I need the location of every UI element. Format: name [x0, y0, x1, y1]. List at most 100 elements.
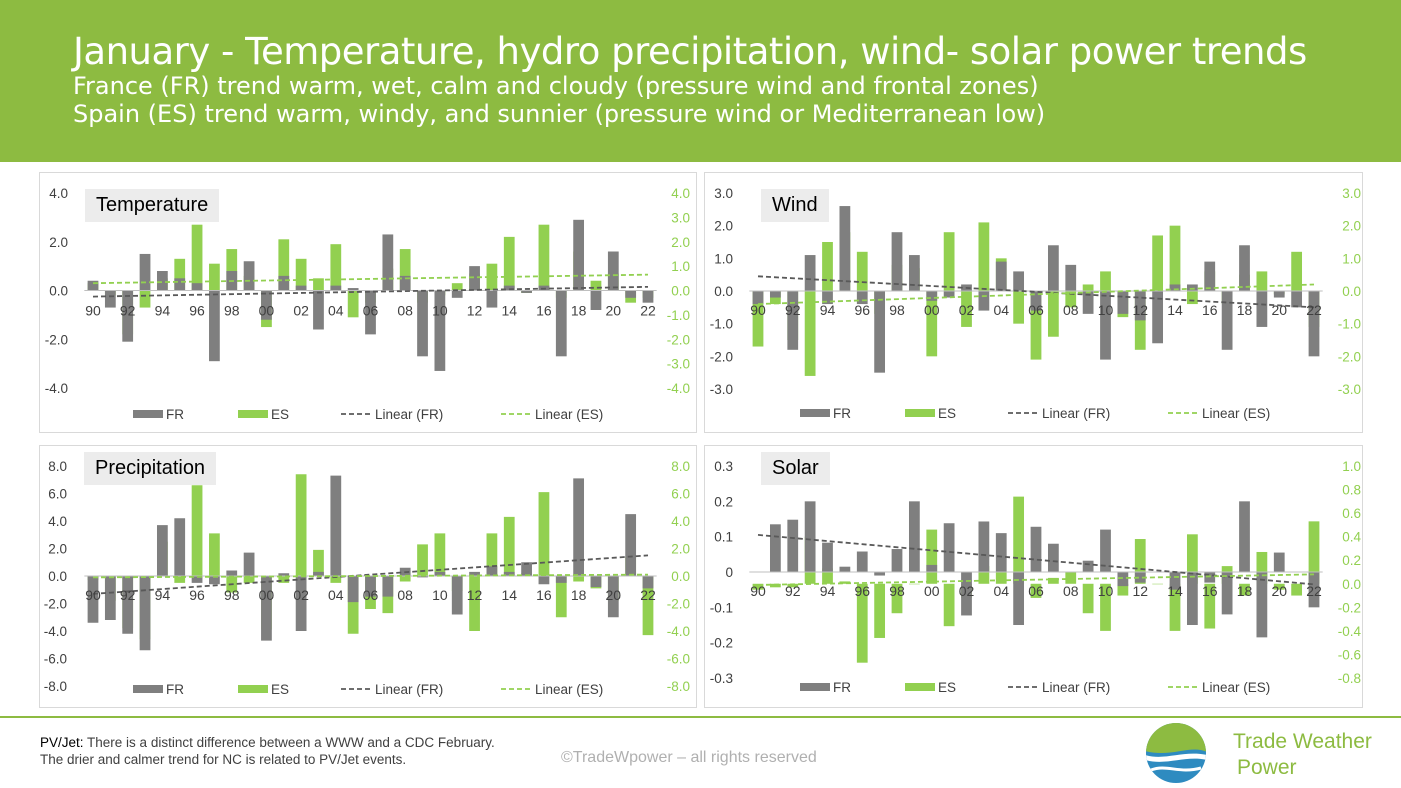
bar-es [1065, 572, 1077, 584]
bar-fr [839, 206, 851, 291]
trend-line-fr [757, 275, 1315, 309]
bar-fr [926, 564, 938, 572]
bar-es [978, 222, 990, 291]
bar-es [174, 258, 186, 291]
x-tick-label: 00 [259, 587, 275, 603]
x-tick-label: 06 [1028, 302, 1044, 318]
bar-fr [503, 571, 515, 576]
bar-fr [1117, 291, 1129, 314]
x-tick-label: 12 [467, 587, 483, 603]
bar-fr [104, 576, 116, 620]
bar-fr [787, 519, 799, 572]
x-tick-label: 94 [155, 587, 171, 603]
legend-linear-fr-label: Linear (FR) [375, 407, 443, 422]
bar-fr [1082, 291, 1094, 314]
bar-es [856, 251, 868, 291]
bar-es [295, 474, 307, 576]
bar-es [1082, 583, 1094, 614]
bar-fr [1204, 261, 1216, 291]
bar-fr [573, 478, 585, 576]
y-left-tick-label: 0.3 [714, 459, 733, 474]
bar-fr [434, 571, 446, 576]
bar-es [313, 278, 324, 291]
y-right-tick-label: -0.8 [1338, 671, 1361, 686]
x-tick-label: 18 [1237, 302, 1253, 318]
header-banner: January - Temperature, hydro precipitati… [0, 0, 1401, 162]
bar-fr [1221, 572, 1233, 615]
bar-fr [87, 280, 99, 291]
note-label: PV/Jet: [40, 735, 84, 750]
bar-es [856, 583, 868, 663]
bar-fr [804, 501, 816, 572]
bar-fr [330, 475, 342, 576]
bar-es [804, 291, 816, 376]
bar-fr [1273, 291, 1285, 298]
bar-es [191, 485, 203, 576]
bar-fr [1047, 543, 1059, 572]
x-tick-label: 12 [1132, 583, 1148, 599]
bar-es [1256, 271, 1268, 291]
x-tick-label: 12 [1132, 302, 1148, 318]
bar-fr [278, 275, 290, 291]
legend-es-swatch [905, 683, 935, 691]
bar-fr [769, 291, 781, 298]
legend-es-label: ES [938, 406, 956, 421]
bar-es [995, 572, 1007, 584]
y-right-tick-label: -6.0 [667, 652, 690, 667]
bar-es [822, 568, 833, 584]
bar-fr [555, 576, 567, 583]
bar-fr [313, 571, 324, 576]
x-tick-label: 08 [1063, 302, 1079, 318]
precipitation-chart-title: Precipitation [84, 452, 217, 485]
bar-fr [1152, 291, 1164, 344]
bar-fr [243, 552, 255, 576]
y-left-tick-label: 4.0 [48, 514, 67, 529]
bar-fr [856, 291, 868, 305]
y-right-tick-label: 0.0 [1342, 284, 1361, 299]
x-tick-label: 02 [959, 302, 975, 318]
bar-es [1030, 291, 1042, 360]
subtitle-france: France (FR) trend warm, wet, calm and cl… [73, 72, 1039, 100]
bar-es [1013, 291, 1025, 324]
brand-line-1: Trade Weather [1233, 730, 1372, 753]
bar-fr [908, 255, 920, 291]
bar-fr [1117, 572, 1129, 587]
bar-es [908, 583, 920, 585]
bar-es [1117, 583, 1129, 596]
bar-es [926, 291, 938, 357]
legend-es-swatch [238, 410, 268, 418]
bar-fr [469, 571, 480, 576]
trend-line-es [92, 573, 649, 579]
y-right-tick-label: -4.0 [667, 381, 690, 396]
bar-es [313, 549, 324, 576]
bar-fr [769, 524, 781, 572]
bar-fr [1221, 291, 1233, 350]
legend-fr-swatch [800, 683, 830, 691]
y-right-tick-label: 0.6 [1342, 506, 1361, 521]
y-right-tick-label: -1.0 [667, 308, 690, 323]
y-right-tick-label: 1.0 [1342, 459, 1361, 474]
x-tick-label: 16 [1202, 583, 1218, 599]
bar-fr [995, 261, 1007, 291]
legend-es-label: ES [271, 682, 289, 697]
bar-fr [243, 261, 255, 291]
y-right-tick-label: -4.0 [667, 624, 690, 639]
bar-fr [1256, 572, 1268, 638]
bar-fr [174, 518, 186, 576]
bar-es [538, 492, 550, 576]
bar-es [839, 581, 851, 584]
legend-linear-fr-label: Linear (FR) [1042, 406, 1110, 421]
legend-linear-fr-label: Linear (FR) [1042, 680, 1110, 695]
x-tick-label: 22 [640, 303, 656, 319]
bar-fr [156, 271, 168, 291]
bar-fr [1204, 572, 1216, 583]
y-right-tick-label: 2.0 [671, 235, 690, 250]
legend-fr-swatch [133, 685, 163, 693]
bar-fr [451, 576, 463, 615]
bar-es [1082, 284, 1094, 291]
precipitation-chart: 8.0 6.0 4.0 2.0 0.0 -2.0 -4.0 -6.0 -8.0 8.0 6.0 4.0… [44, 459, 690, 697]
bar-fr [874, 572, 886, 576]
footer-divider [0, 716, 1401, 718]
x-tick-label: 18 [1237, 583, 1253, 599]
x-tick-label: 12 [467, 303, 483, 319]
